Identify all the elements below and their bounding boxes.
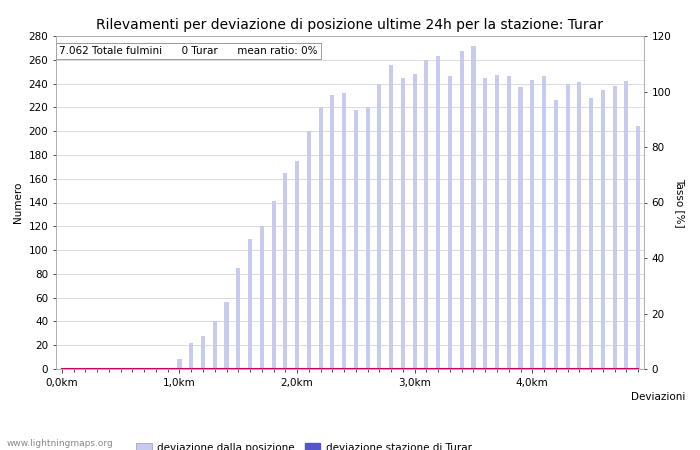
Bar <box>260 226 264 369</box>
Percentuale stazione di Turar <box>340 366 349 372</box>
Percentuale stazione di Turar <box>152 366 160 372</box>
Bar <box>483 77 487 369</box>
Bar <box>436 56 440 369</box>
Percentuale stazione di Turar <box>304 366 313 372</box>
Percentuale stazione di Turar <box>281 366 290 372</box>
Text: www.lightningmaps.org: www.lightningmaps.org <box>7 439 113 448</box>
Bar <box>272 201 276 369</box>
Percentuale stazione di Turar <box>493 366 501 372</box>
Percentuale stazione di Turar <box>587 366 595 372</box>
Percentuale stazione di Turar <box>175 366 183 372</box>
Percentuale stazione di Turar <box>199 366 207 372</box>
Percentuale stazione di Turar <box>552 366 560 372</box>
Percentuale stazione di Turar <box>458 366 466 372</box>
Percentuale stazione di Turar <box>351 366 360 372</box>
Percentuale stazione di Turar <box>316 366 325 372</box>
Percentuale stazione di Turar <box>223 366 231 372</box>
Percentuale stazione di Turar <box>375 366 384 372</box>
Percentuale stazione di Turar <box>634 366 643 372</box>
Bar <box>530 80 534 369</box>
Percentuale stazione di Turar <box>93 366 102 372</box>
Percentuale stazione di Turar <box>517 366 525 372</box>
Percentuale stazione di Turar <box>410 366 419 372</box>
Bar <box>377 84 382 369</box>
Percentuale stazione di Turar <box>363 366 372 372</box>
Bar <box>225 302 229 369</box>
Bar <box>318 108 323 369</box>
Percentuale stazione di Turar <box>69 366 78 372</box>
Bar <box>471 45 475 369</box>
Y-axis label: Tasso [%]: Tasso [%] <box>676 178 685 227</box>
Bar <box>248 239 252 369</box>
Percentuale stazione di Turar <box>246 366 254 372</box>
Bar <box>236 268 240 369</box>
Bar <box>601 90 605 369</box>
Bar <box>507 76 511 369</box>
Percentuale stazione di Turar <box>270 366 278 372</box>
Bar <box>189 343 193 369</box>
Percentuale stazione di Turar <box>57 366 66 372</box>
Bar <box>460 51 464 369</box>
X-axis label: Deviazioni: Deviazioni <box>631 392 685 402</box>
Bar <box>330 95 335 369</box>
Bar <box>284 173 288 369</box>
Bar <box>213 321 217 369</box>
Percentuale stazione di Turar <box>564 366 572 372</box>
Bar <box>401 77 405 369</box>
Bar <box>519 87 523 369</box>
Text: 7.062 Totale fulmini      0 Turar      mean ratio: 0%: 7.062 Totale fulmini 0 Turar mean ratio:… <box>59 46 317 56</box>
Percentuale stazione di Turar <box>387 366 395 372</box>
Bar <box>177 360 181 369</box>
Percentuale stazione di Turar <box>598 366 607 372</box>
Bar <box>295 161 299 369</box>
Bar <box>424 60 428 369</box>
Percentuale stazione di Turar <box>81 366 90 372</box>
Percentuale stazione di Turar <box>610 366 619 372</box>
Bar <box>354 110 358 369</box>
Percentuale stazione di Turar <box>481 366 489 372</box>
Percentuale stazione di Turar <box>422 366 430 372</box>
Bar <box>589 98 593 369</box>
Bar <box>636 126 641 369</box>
Bar <box>554 100 558 369</box>
Bar <box>624 81 629 369</box>
Percentuale stazione di Turar <box>399 366 407 372</box>
Percentuale stazione di Turar <box>234 366 242 372</box>
Percentuale stazione di Turar <box>446 366 454 372</box>
Bar <box>578 82 582 369</box>
Percentuale stazione di Turar <box>105 366 113 372</box>
Percentuale stazione di Turar <box>328 366 337 372</box>
Bar <box>412 74 416 369</box>
Bar <box>307 131 311 369</box>
Bar <box>612 86 617 369</box>
Percentuale stazione di Turar <box>528 366 536 372</box>
Bar <box>389 64 393 369</box>
Percentuale stazione di Turar <box>187 366 195 372</box>
Title: Rilevamenti per deviazione di posizione ultime 24h per la stazione: Turar: Rilevamenti per deviazione di posizione … <box>97 18 603 32</box>
Percentuale stazione di Turar <box>505 366 513 372</box>
Percentuale stazione di Turar <box>622 366 631 372</box>
Percentuale stazione di Turar <box>140 366 148 372</box>
Percentuale stazione di Turar <box>164 366 172 372</box>
Percentuale stazione di Turar <box>434 366 442 372</box>
Bar <box>566 84 570 369</box>
Bar <box>542 76 546 369</box>
Percentuale stazione di Turar <box>469 366 477 372</box>
Bar <box>365 108 370 369</box>
Percentuale stazione di Turar <box>128 366 136 372</box>
Y-axis label: Numero: Numero <box>13 182 23 223</box>
Bar <box>495 75 499 369</box>
Percentuale stazione di Turar <box>116 366 125 372</box>
Bar <box>342 93 346 369</box>
Percentuale stazione di Turar <box>575 366 584 372</box>
Percentuale stazione di Turar <box>211 366 219 372</box>
Percentuale stazione di Turar <box>540 366 548 372</box>
Bar <box>201 336 205 369</box>
Bar <box>448 76 452 369</box>
Percentuale stazione di Turar <box>258 366 266 372</box>
Bar <box>166 368 170 369</box>
Percentuale stazione di Turar <box>293 366 301 372</box>
